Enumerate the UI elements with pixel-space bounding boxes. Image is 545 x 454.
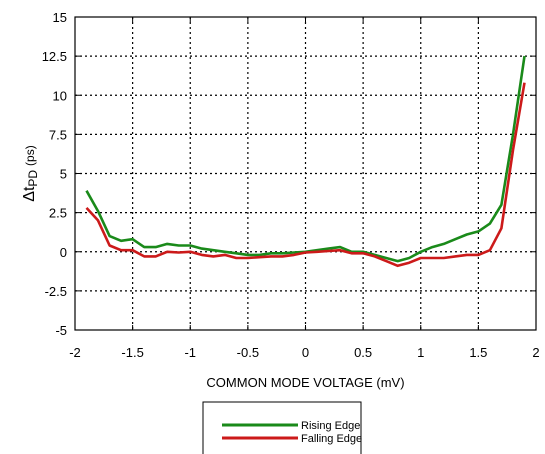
x-tick-label: -2 [69, 345, 81, 360]
x-tick-label: 1 [417, 345, 424, 360]
y-tick-label: 7.5 [49, 127, 67, 142]
x-tick-label: 1.5 [469, 345, 487, 360]
y-axis-symbol: Δt [21, 186, 38, 202]
y-axis-unit: (ps) [23, 145, 37, 166]
plot-series [85, 55, 526, 268]
y-tick-label: 5 [60, 167, 67, 182]
y-tick-label: -2.5 [45, 284, 67, 299]
x-tick-label: -0.5 [237, 345, 259, 360]
x-tick-label: -1 [184, 345, 196, 360]
y-axis-subscript: PD [26, 170, 40, 187]
grid [75, 17, 536, 330]
y-axis-title: ΔtPD (ps) [21, 145, 40, 201]
x-tick-label: 0 [302, 345, 309, 360]
y-tick-label: 15 [53, 10, 67, 25]
x-tick-label: -1.5 [121, 345, 143, 360]
y-tick-label: 0 [60, 245, 67, 260]
x-tick-label: 0.5 [354, 345, 372, 360]
series-line-falling-edge [85, 82, 526, 268]
y-tick-label: 10 [53, 88, 67, 103]
legend-box [202, 401, 362, 454]
x-tick-label: 2 [532, 345, 539, 360]
x-axis-title: COMMON MODE VOLTAGE (mV) [206, 375, 404, 390]
axis-ticks: -2 -1.5 -1 -0.5 0 0.5 1 1.5 2 -5 -2.5 0 2.5 5 7.5 10 12.… [42, 10, 540, 360]
legend-label-falling-edge: Falling Edge [301, 433, 362, 445]
y-tick-label: 2.5 [49, 206, 67, 221]
y-tick-label: -5 [55, 323, 67, 338]
legend: Rising Edge Falling Edge [202, 401, 362, 454]
legend-label-rising-edge: Rising Edge [301, 420, 360, 432]
y-tick-label: 12.5 [42, 49, 67, 64]
